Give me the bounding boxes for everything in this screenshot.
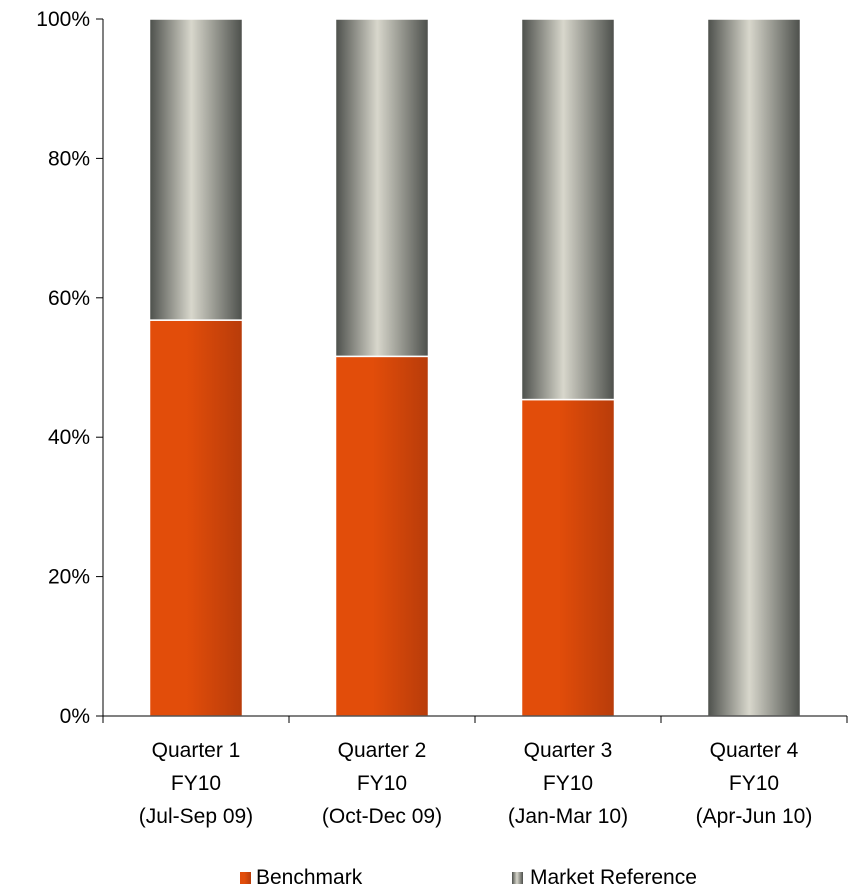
y-tick-label: 80% (48, 147, 90, 170)
legend-item-market-reference-swatch (512, 872, 523, 884)
x-category-label-line: FY10 (729, 772, 779, 795)
x-category-label: Quarter 1 FY10 (Jul-Sep 09) (139, 739, 253, 828)
x-category-label-line: Quarter 1 (152, 739, 241, 762)
x-category-label-line: FY10 (357, 772, 407, 795)
y-tick-label: 20% (48, 566, 90, 589)
x-category-label-line: (Oct-Dec 09) (322, 805, 442, 828)
x-category-label-line: FY10 (543, 772, 593, 795)
bar-market-reference-2 (334, 18, 430, 358)
legend: Benchmark Market Reference (240, 866, 697, 889)
x-category-label-line: (Jan-Mar 10) (508, 805, 628, 828)
y-tick-label: 100% (36, 8, 90, 31)
bar-market-reference-3 (520, 18, 616, 401)
x-category-label-line: Quarter 3 (524, 739, 613, 762)
axes-group: 0% 20% 40% 60% 80% 100% Quarter 1 FY10 (Jul-Sep … (36, 8, 848, 828)
x-category-label-line: Quarter 2 (338, 739, 427, 762)
y-tick-label: 60% (48, 287, 90, 310)
x-category-label-line: Quarter 4 (710, 739, 799, 762)
legend-item-benchmark-swatch (240, 872, 251, 884)
x-category-label-line: (Apr-Jun 10) (696, 805, 813, 828)
x-category-label-line: FY10 (171, 772, 221, 795)
bar-market-reference-4 (706, 18, 802, 717)
legend-item-market-reference-label: Market Reference (530, 866, 697, 889)
x-category-label: Quarter 4 FY10 (Apr-Jun 10) (696, 739, 813, 828)
bars-group (148, 18, 802, 717)
x-category-label: Quarter 2 FY10 (Oct-Dec 09) (322, 739, 442, 828)
bar-benchmark-3 (520, 398, 616, 717)
y-tick-label: 0% (60, 705, 90, 728)
bar-benchmark-2 (334, 355, 430, 717)
x-category-label-line: (Jul-Sep 09) (139, 805, 253, 828)
x-category-label: Quarter 3 FY10 (Jan-Mar 10) (508, 739, 628, 828)
bar-market-reference-1 (148, 18, 244, 321)
legend-item-benchmark-label: Benchmark (256, 866, 363, 889)
y-tick-label: 40% (48, 426, 90, 449)
bar-benchmark-1 (148, 319, 244, 717)
